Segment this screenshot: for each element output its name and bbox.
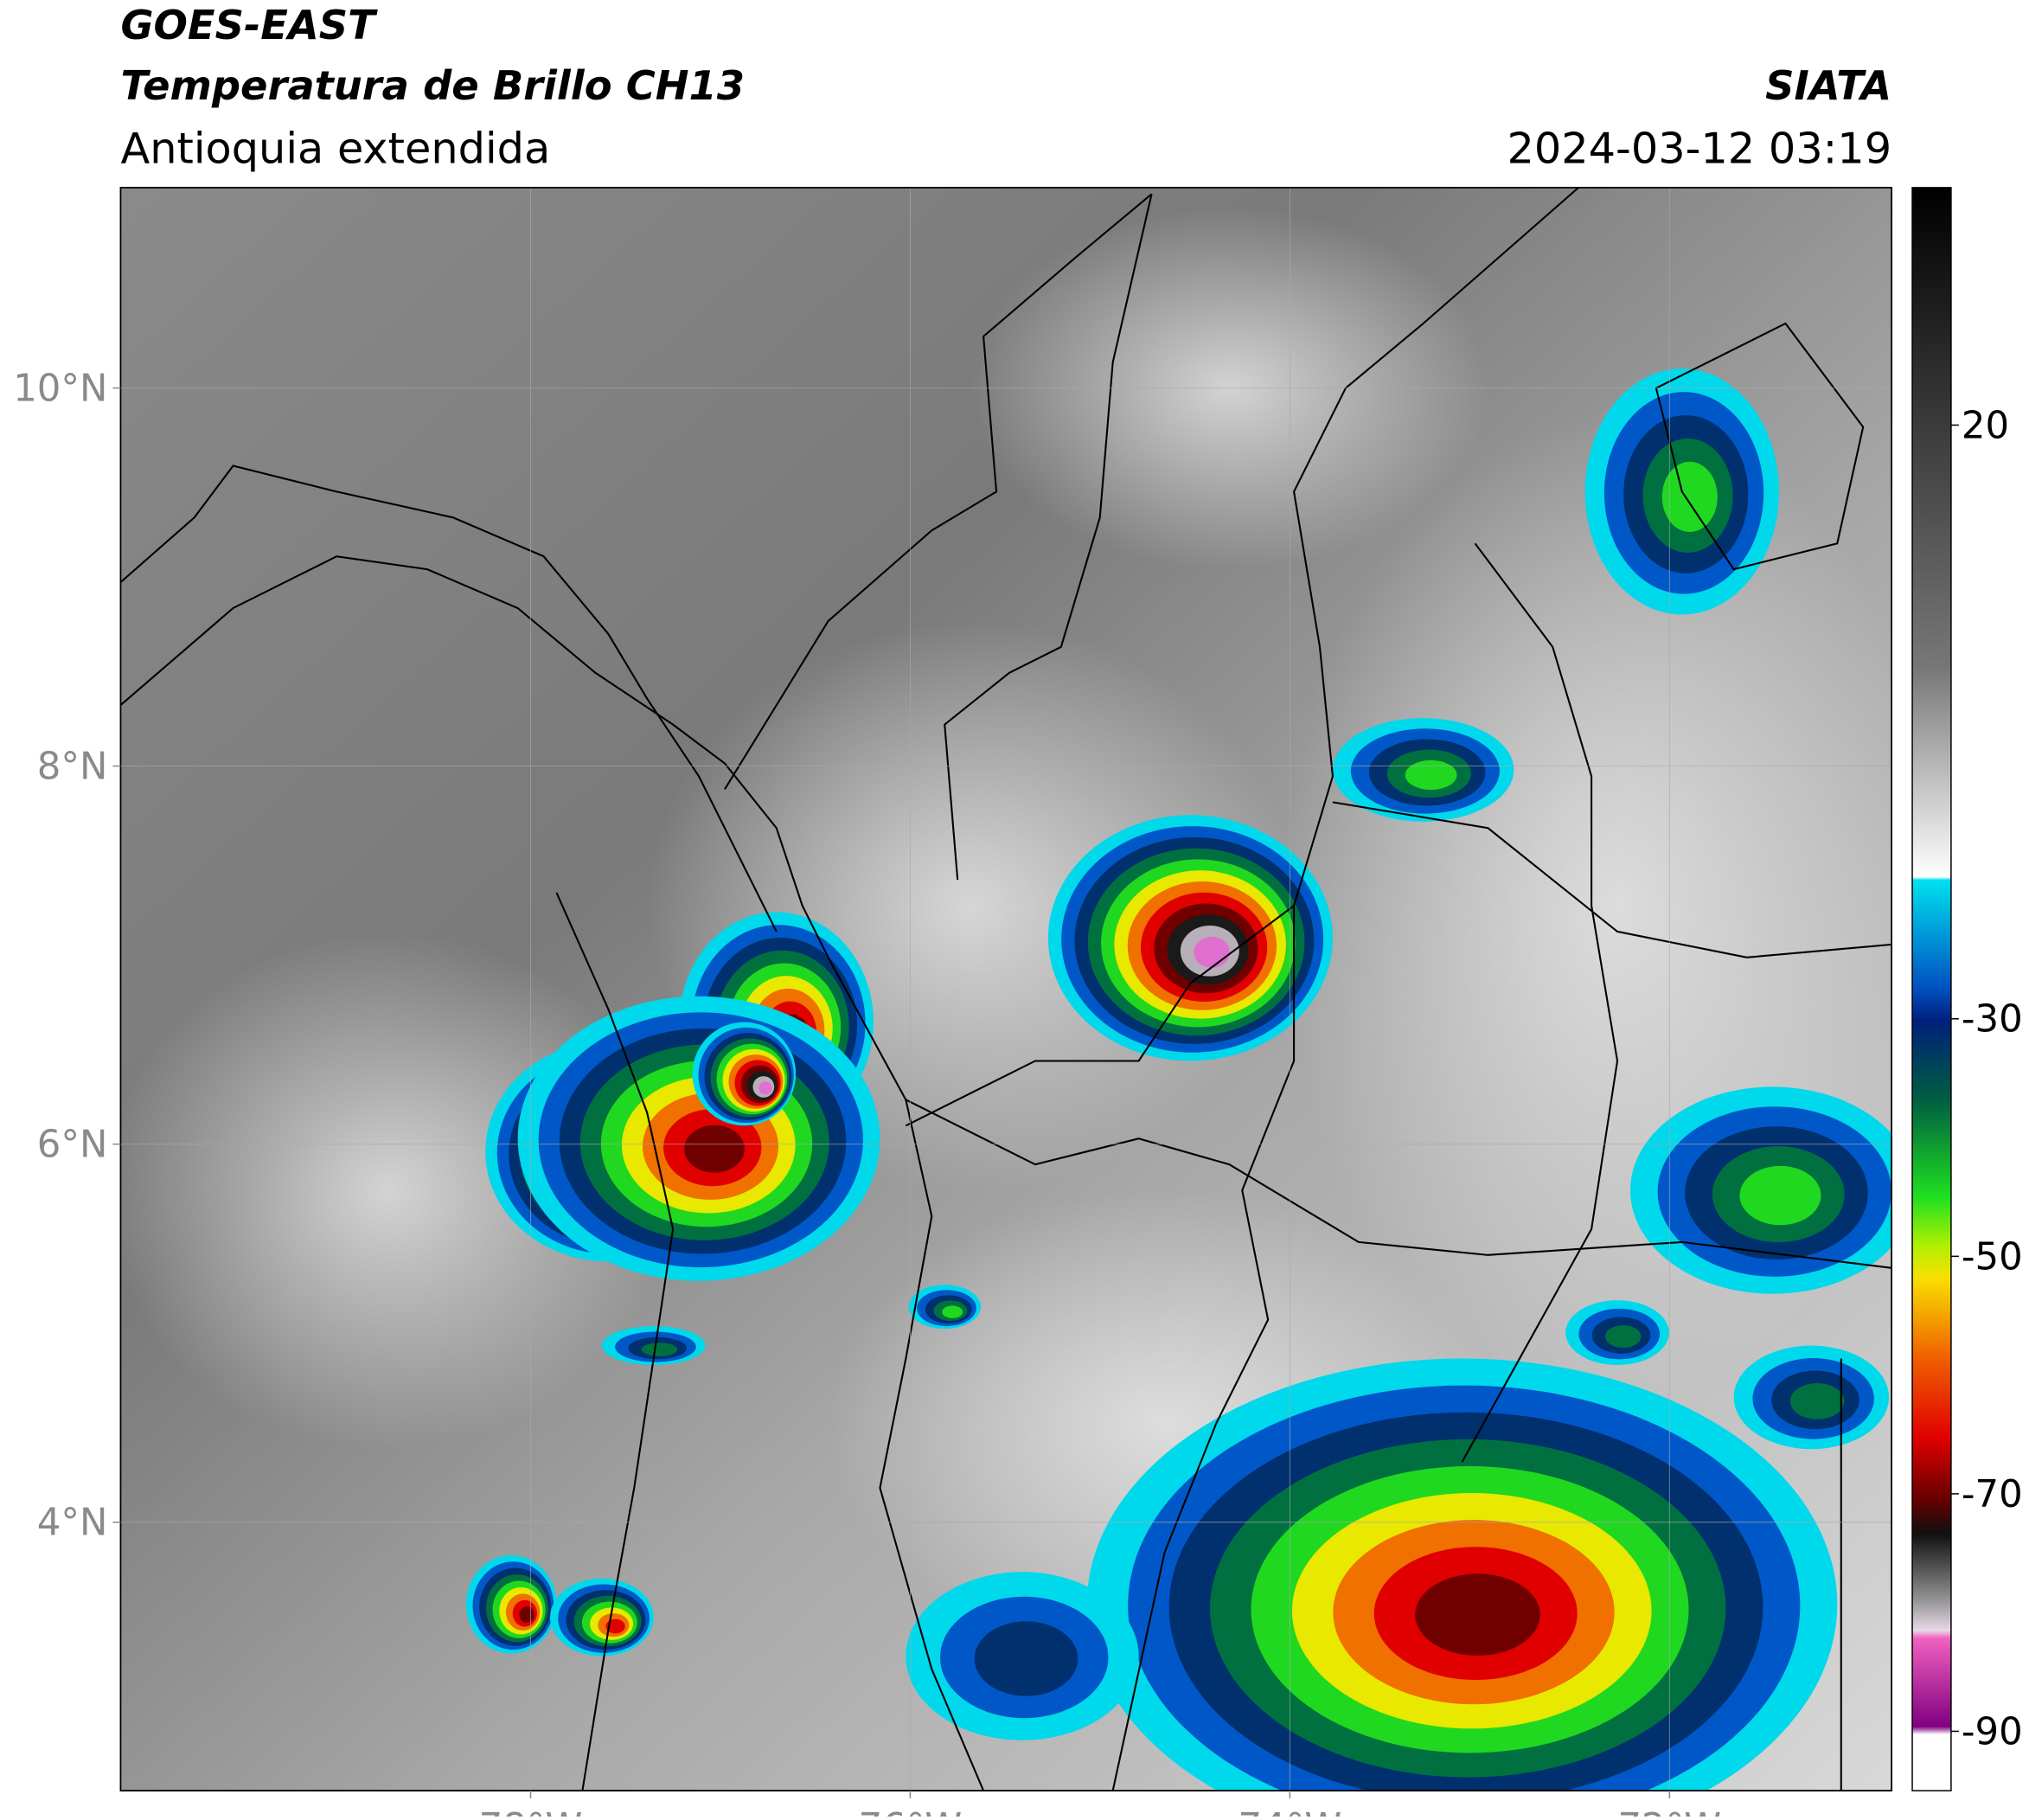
colorbar-ticks: 20 -30 -50 -70 -90 bbox=[1950, 404, 2023, 1753]
y-tick-label: 8°N bbox=[37, 746, 108, 789]
cloud-level bbox=[641, 1343, 678, 1356]
cloud-level bbox=[519, 1606, 534, 1624]
cloud-level bbox=[1415, 1573, 1540, 1657]
colorbar-tick-label: 20 bbox=[1962, 404, 2009, 447]
x-tick-label: 74°W bbox=[1239, 1806, 1342, 1817]
datetime: 2024-03-12 03:19 bbox=[1507, 123, 1891, 173]
region: Antioquia extendida bbox=[120, 123, 550, 173]
department-border bbox=[1111, 906, 1296, 1791]
grid bbox=[120, 187, 1892, 1791]
cloud-tops bbox=[465, 368, 1892, 1791]
map-frame bbox=[119, 186, 1892, 1791]
y-tick-label: 10°N bbox=[13, 367, 107, 410]
colorbar-tick-label: -90 bbox=[1962, 1710, 2023, 1753]
cloud-level bbox=[942, 1305, 963, 1318]
cloud-level bbox=[974, 1621, 1079, 1696]
colorbar bbox=[1911, 187, 1952, 1791]
coastline bbox=[120, 465, 778, 932]
colorbar-tick-label: -50 bbox=[1962, 1235, 2023, 1278]
cloud-level bbox=[684, 1125, 745, 1173]
coastline bbox=[724, 193, 1153, 790]
colorbar-tick-label: -70 bbox=[1962, 1473, 2023, 1516]
coastline bbox=[555, 892, 675, 1791]
map-area bbox=[120, 187, 1892, 1791]
colorbar-tick-label: -30 bbox=[1962, 998, 2023, 1041]
coastline bbox=[120, 555, 829, 958]
national-border bbox=[1461, 542, 1619, 1463]
satellite: GOES-EAST bbox=[120, 2, 378, 48]
cloud-level bbox=[1739, 1165, 1821, 1226]
cloud-level bbox=[1194, 936, 1230, 968]
cloud-haze bbox=[120, 932, 674, 1450]
department-border bbox=[905, 187, 1579, 1127]
source: SIATA bbox=[1765, 62, 1891, 109]
department-border bbox=[905, 1099, 1892, 1269]
cloud-level bbox=[1661, 461, 1718, 532]
x-tick-label: 72°W bbox=[1617, 1806, 1721, 1817]
cloud-level bbox=[605, 1618, 625, 1634]
coastline bbox=[1655, 322, 1865, 571]
axis-ticks: 78°W 76°W 74°W 72°W 4°N 6°N 8°N 10°N bbox=[13, 367, 1721, 1820]
cloud-level bbox=[1604, 1325, 1642, 1349]
borders bbox=[120, 187, 1892, 1791]
national-border bbox=[1332, 801, 1892, 958]
x-tick-label: 78°W bbox=[479, 1806, 583, 1817]
y-tick-label: 6°N bbox=[37, 1124, 108, 1167]
cloud-level bbox=[1405, 759, 1457, 791]
cloud-level bbox=[758, 1081, 772, 1095]
department-border bbox=[944, 194, 1153, 881]
y-tick-label: 4°N bbox=[37, 1502, 108, 1545]
x-tick-label: 76°W bbox=[859, 1806, 963, 1817]
product: Temperatura de Brillo CH13 bbox=[120, 62, 745, 109]
cloud-level bbox=[1789, 1383, 1845, 1419]
